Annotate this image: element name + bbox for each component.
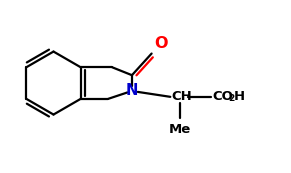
Text: CO: CO [213,90,233,103]
Text: 2: 2 [228,94,235,103]
Text: O: O [155,36,168,51]
Text: CH: CH [171,90,192,103]
Text: N: N [126,83,138,98]
Text: H: H [233,90,244,103]
Text: Me: Me [169,123,191,136]
